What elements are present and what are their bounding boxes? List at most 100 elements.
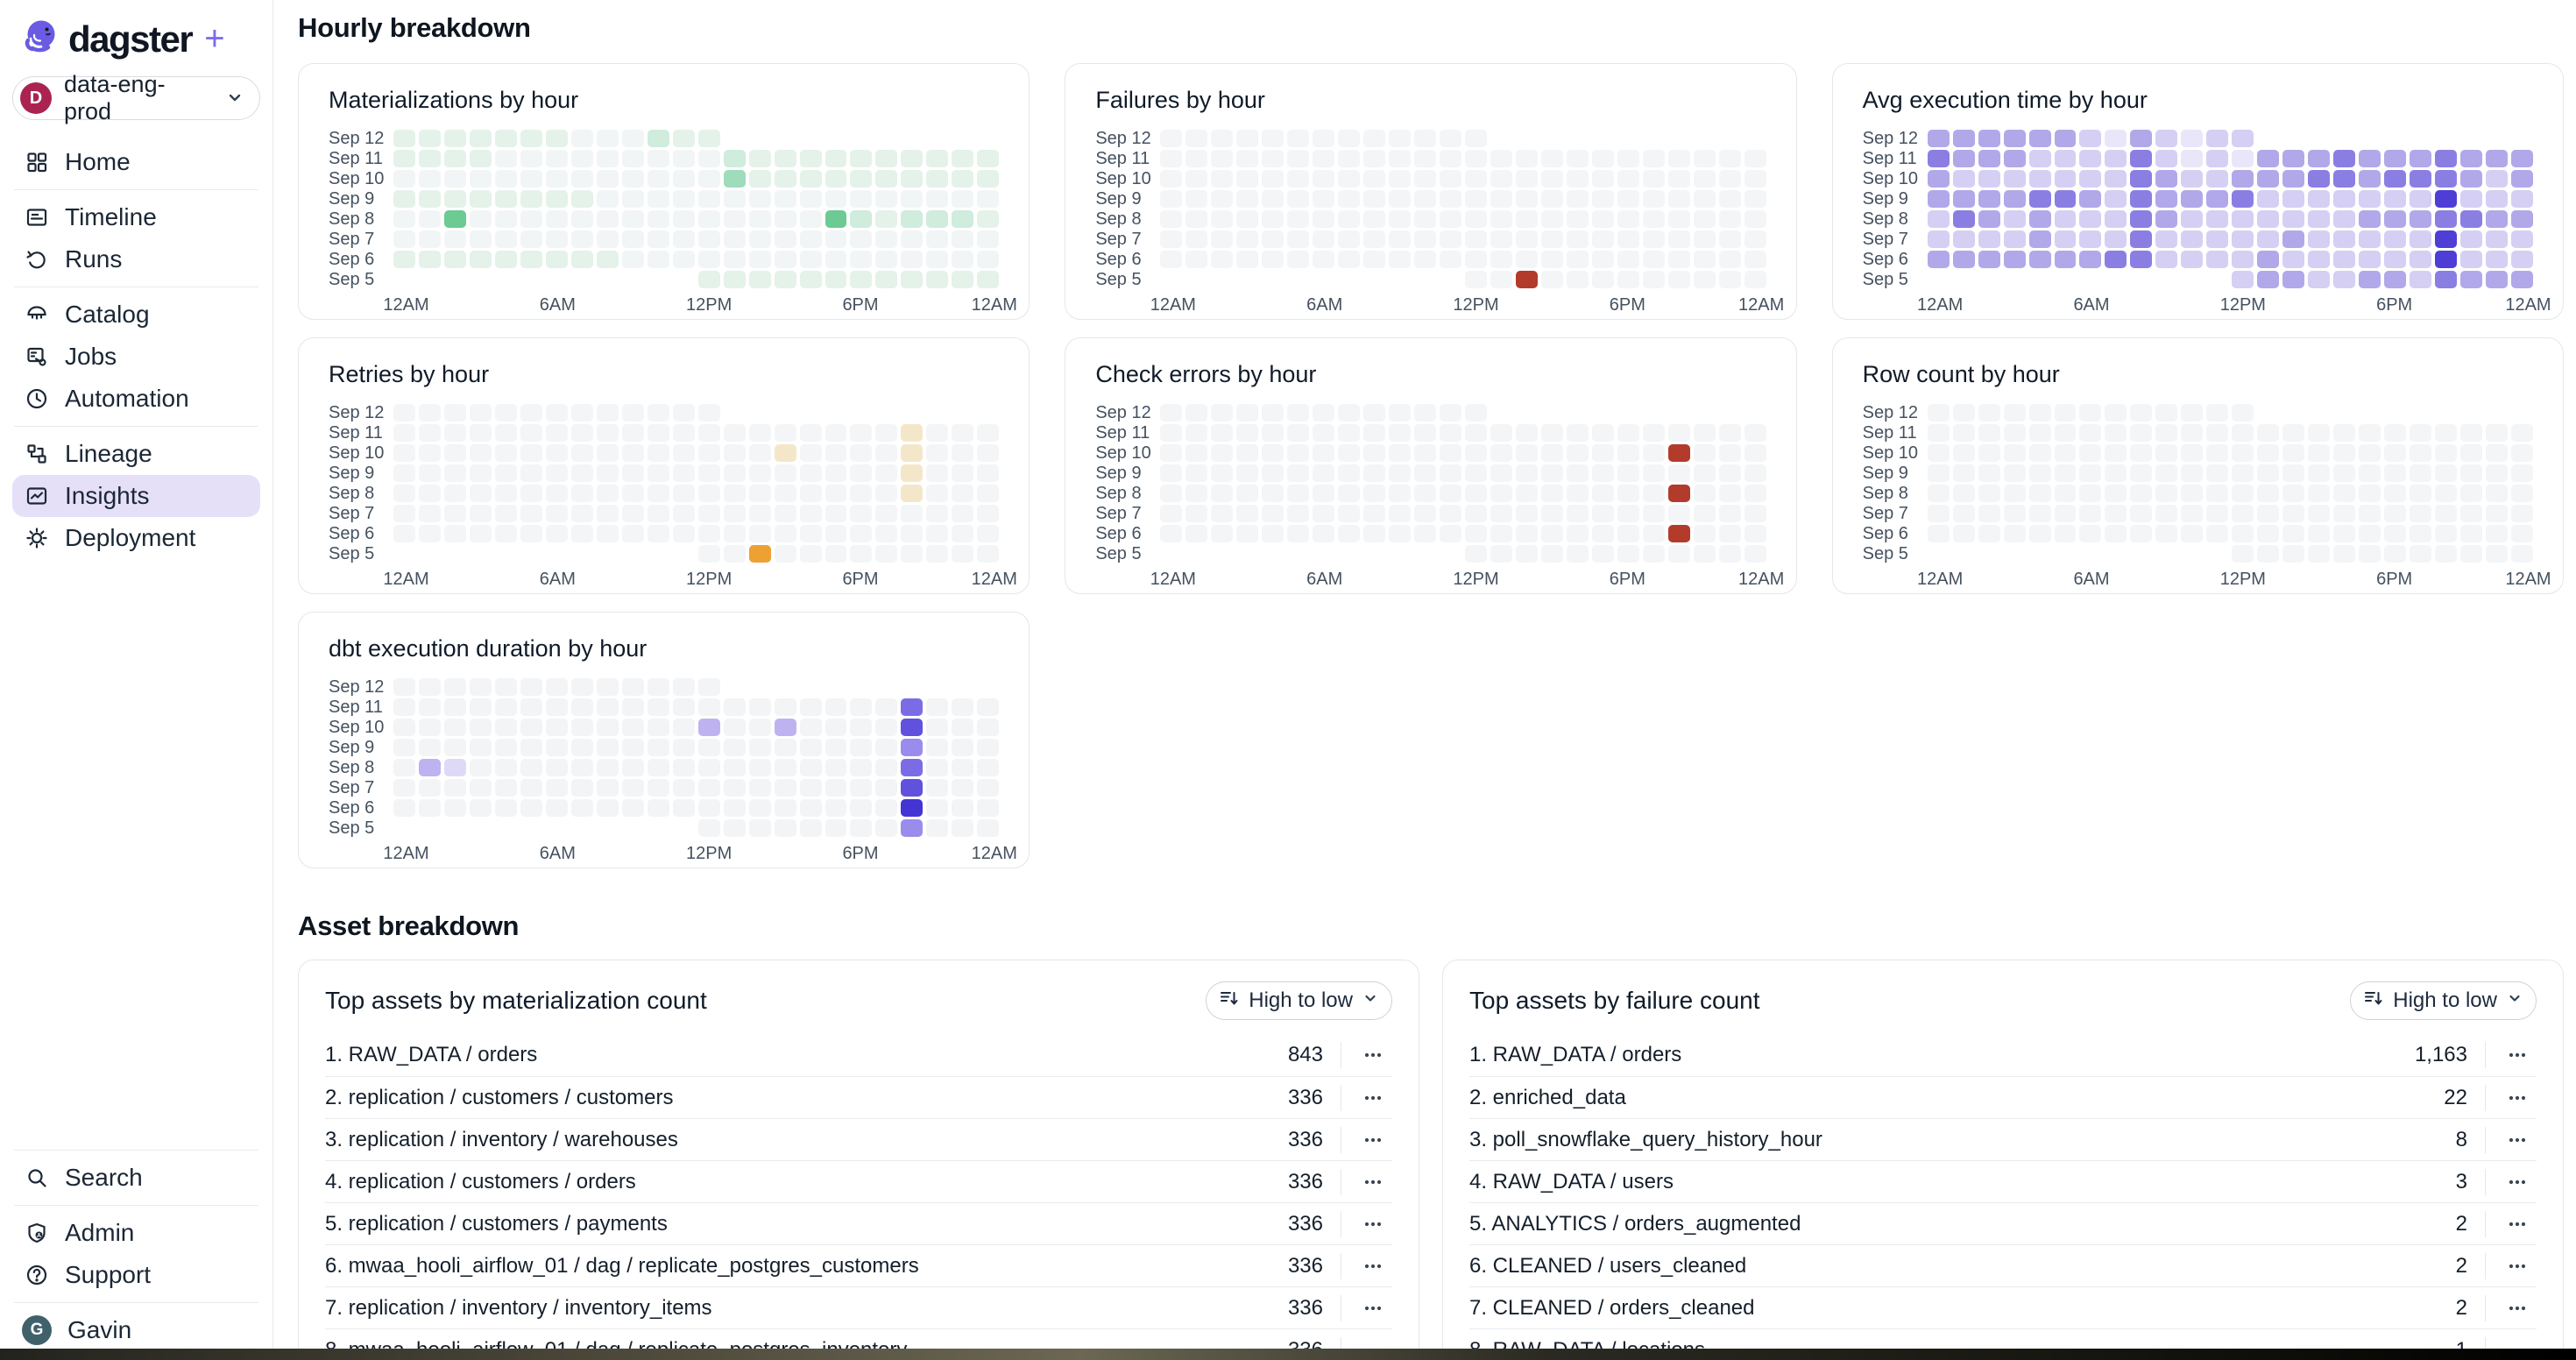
row-menu-button[interactable] [1354, 1213, 1392, 1236]
heatmap-cell [2028, 464, 2051, 482]
asset-link[interactable]: 5. ANALYTICS / orders_augmented [1469, 1211, 1801, 1236]
heatmap-cell [621, 210, 644, 228]
heatmap-cell [2181, 251, 2204, 268]
asset-link[interactable]: 6. CLEANED / users_cleaned [1469, 1253, 1747, 1278]
user-menu[interactable]: G Gavin [12, 1309, 260, 1351]
heatmap-cell [1287, 190, 1310, 208]
asset-link[interactable]: 6. mwaa_hooli_airflow_01 / dag / replica… [325, 1253, 919, 1278]
heatmap-cell [570, 525, 593, 542]
heatmap-cell [1952, 251, 1975, 268]
sidebar-item-jobs[interactable]: Jobs [12, 336, 260, 378]
row-menu-button[interactable] [2498, 1087, 2537, 1109]
heatmap-cell [850, 271, 873, 288]
heatmap-cell [1414, 485, 1437, 502]
heatmap-cell [2079, 525, 2102, 542]
sidebar-item-catalog[interactable]: Catalog [12, 294, 260, 336]
sidebar-item-home[interactable]: Home [12, 141, 260, 183]
heatmap-cell [2003, 444, 2026, 462]
heatmap-cell [1313, 505, 1335, 522]
heatmap-cell [1952, 150, 1975, 167]
workspace-selector[interactable]: D data-eng-prod [12, 71, 260, 124]
heatmap-cell [621, 799, 644, 817]
asset-link[interactable]: 7. replication / inventory / inventory_i… [325, 1295, 712, 1320]
heatmap-cell [1262, 230, 1284, 248]
heatmap-cells [1160, 525, 1766, 542]
row-menu-button[interactable] [1354, 1255, 1392, 1278]
asset-link[interactable]: 2. replication / customers / customers [325, 1085, 674, 1109]
heatmap[interactable]: Sep 12 Sep 11 Sep 10 Sep 9 Sep 8 Sep 7 Sep 6 Se… [329, 404, 1017, 591]
heatmap-cell [596, 130, 619, 147]
heatmap-cell [824, 525, 847, 542]
heatmap-cells [1160, 485, 1766, 502]
heatmap-cell [2410, 424, 2432, 442]
asset-link[interactable]: 3. poll_snowflake_query_history_hour [1469, 1127, 1822, 1151]
row-menu-button[interactable] [2498, 1213, 2537, 1236]
heatmap-cell [2384, 230, 2407, 248]
row-menu-button[interactable] [1354, 1171, 1392, 1194]
heatmap-cell [393, 404, 415, 421]
heatmap-cell [697, 230, 720, 248]
heatmap-cell [799, 819, 822, 837]
asset-link[interactable]: 4. RAW_DATA / users [1469, 1169, 1674, 1194]
heatmap-cell [1440, 150, 1461, 167]
heatmap-cell [952, 190, 974, 208]
sort-order-button[interactable]: High to low [2350, 981, 2537, 1020]
heatmap-cell [1566, 251, 1589, 268]
heatmap[interactable]: Sep 12 Sep 11 Sep 10 Sep 9 Sep 8 Sep 7 Sep 6 Se… [329, 130, 1017, 316]
heatmap-cell [2511, 130, 2533, 147]
heatmap-cell [1211, 170, 1234, 188]
heatmap-cell [901, 819, 924, 837]
heatmap-cell [1718, 150, 1741, 167]
heatmap-cell [1338, 271, 1360, 288]
row-divider [2485, 1042, 2486, 1068]
asset-link[interactable]: 2. enriched_data [1469, 1085, 1626, 1109]
heatmap-cell [2384, 251, 2407, 268]
row-menu-button[interactable] [1354, 1129, 1392, 1151]
sidebar-item-automation[interactable]: Automation [12, 378, 260, 420]
heatmap[interactable]: Sep 12 Sep 11 Sep 10 Sep 9 Sep 8 Sep 7 Sep 6 Se… [1863, 130, 2551, 316]
axis-tick: 6PM [842, 295, 879, 315]
asset-link[interactable]: 5. replication / customers / payments [325, 1211, 668, 1236]
row-menu-button[interactable] [2498, 1255, 2537, 1278]
asset-link[interactable]: 4. replication / customers / orders [325, 1169, 636, 1194]
sidebar-item-admin[interactable]: Admin [12, 1212, 260, 1254]
row-menu-button[interactable] [2498, 1171, 2537, 1194]
heatmap[interactable]: Sep 12 Sep 11 Sep 10 Sep 9 Sep 8 Sep 7 Sep 6 Se… [1095, 130, 1784, 316]
asset-link[interactable]: 1. RAW_DATA / orders [325, 1043, 538, 1066]
sidebar-item-timeline[interactable]: Timeline [12, 196, 260, 238]
sidebar-item-deployment[interactable]: Deployment [12, 517, 260, 559]
asset-count: 1,163 [2414, 1043, 2467, 1066]
asset-link[interactable]: 1. RAW_DATA / orders [1469, 1043, 1682, 1066]
heatmap-cell [1952, 230, 1975, 248]
row-menu-button[interactable] [1354, 1087, 1392, 1109]
heatmap-cell [393, 799, 415, 817]
heatmap[interactable]: Sep 12 Sep 11 Sep 10 Sep 9 Sep 8 Sep 7 Sep 6 Se… [1863, 404, 2551, 591]
heatmap-row: Sep 8 [1863, 485, 2533, 502]
heatmap-axis: 12AM 6AM 12PM 6PM 12AM [1863, 570, 2551, 591]
heatmap[interactable]: Sep 12 Sep 11 Sep 10 Sep 9 Sep 8 Sep 7 Sep 6 Se… [329, 678, 1017, 865]
sidebar-item-runs[interactable]: Runs [12, 238, 260, 280]
heatmap-cell [494, 404, 517, 421]
row-menu-button[interactable] [2498, 1129, 2537, 1151]
heatmap-cell [952, 505, 974, 522]
asset-link[interactable]: 7. CLEANED / orders_cleaned [1469, 1295, 1755, 1320]
heatmap[interactable]: Sep 12 Sep 11 Sep 10 Sep 9 Sep 8 Sep 7 Sep 6 Se… [1095, 404, 1784, 591]
heatmap-cell [901, 505, 924, 522]
heatmap-cell [2232, 545, 2254, 563]
asset-link[interactable]: 3. replication / inventory / warehouses [325, 1127, 678, 1151]
axis-tick: 6AM [539, 570, 576, 589]
row-menu-button[interactable] [1354, 1044, 1392, 1066]
heatmap-cell [1313, 464, 1335, 482]
heatmap-cell [1287, 251, 1310, 268]
sidebar-item-search[interactable]: Search [12, 1157, 260, 1199]
heatmap-row: Sep 12 [1863, 130, 2533, 147]
sidebar-item-insights[interactable]: Insights [12, 475, 260, 517]
sidebar-item-support[interactable]: Support [12, 1254, 260, 1296]
row-menu-button[interactable] [2498, 1297, 2537, 1320]
heatmap-cell [393, 271, 415, 288]
sidebar-item-lineage[interactable]: Lineage [12, 433, 260, 475]
row-menu-button[interactable] [2498, 1044, 2537, 1066]
row-menu-button[interactable] [1354, 1297, 1392, 1320]
sort-order-button[interactable]: High to low [1206, 981, 1392, 1020]
heatmap-cell [2155, 150, 2178, 167]
